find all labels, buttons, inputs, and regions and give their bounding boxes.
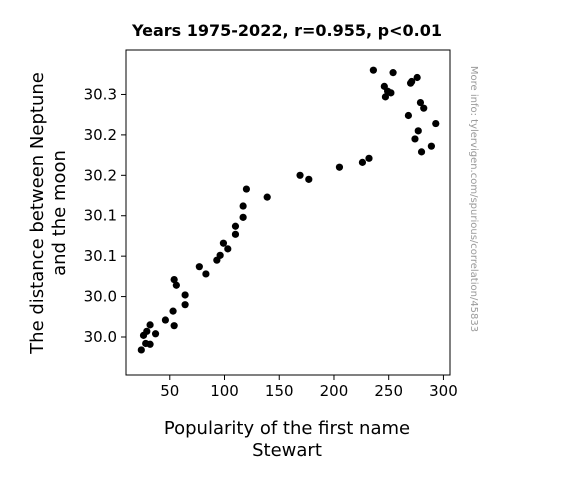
data-point [411, 135, 419, 143]
data-point [195, 263, 203, 271]
data-point [413, 73, 421, 82]
data-point [263, 193, 271, 201]
x-tick-label: 100 [210, 382, 239, 400]
data-point [231, 230, 240, 238]
x-tick-label: 300 [429, 382, 458, 400]
y-tick-label: 30.1 [84, 207, 117, 225]
data-point [239, 213, 247, 221]
data-point [231, 222, 240, 230]
x-tick-label: 200 [320, 382, 349, 400]
data-point [146, 340, 154, 348]
data-point [358, 158, 367, 166]
y-axis-label-line-1: The distance between Neptune [27, 72, 48, 355]
data-point [146, 321, 154, 329]
data-point [414, 127, 422, 135]
y-tick-label: 30.0 [84, 328, 117, 346]
data-point [170, 322, 178, 330]
data-point [242, 185, 251, 193]
y-tick-label: 30.2 [84, 166, 117, 184]
data-point [417, 148, 426, 156]
plot-frame [125, 49, 451, 376]
data-point [427, 142, 435, 150]
data-point [170, 276, 178, 284]
source-watermark: More info: tylervigen.com/spurious/corre… [468, 66, 479, 332]
data-points [137, 66, 440, 354]
data-point [169, 307, 177, 315]
data-point [404, 111, 413, 120]
x-axis-label-line-1: Popularity of the first name [164, 418, 410, 439]
y-tick-label: 30.2 [84, 126, 117, 144]
data-point [408, 77, 416, 86]
x-axis: 50 100 150 200 250 300 [160, 375, 458, 400]
data-point [224, 245, 232, 253]
data-point [216, 251, 224, 259]
data-point [181, 301, 189, 309]
data-point [219, 239, 228, 247]
data-point [137, 346, 145, 354]
y-axis-label-line-2: and the moon [49, 150, 70, 276]
data-point [151, 330, 160, 338]
x-tick-label: 150 [265, 382, 294, 400]
chart-title: Years 1975-2022, r=0.955, p<0.01 [131, 21, 442, 40]
x-tick-label: 50 [160, 382, 179, 400]
data-point [172, 281, 180, 289]
data-point [161, 316, 170, 324]
data-point [369, 66, 377, 74]
data-point [181, 291, 189, 299]
data-point [420, 104, 428, 112]
data-point [143, 327, 151, 335]
data-point [389, 69, 397, 77]
x-tick-label: 250 [374, 382, 403, 400]
y-tick-label: 30.1 [84, 247, 117, 265]
y-tick-label: 30.3 [84, 85, 117, 103]
data-point [381, 93, 390, 101]
y-axis: 30.0 30.0 30.1 30.1 30.2 30.2 30.3 [84, 85, 126, 346]
data-point [365, 154, 373, 162]
plot-area [125, 49, 451, 376]
data-point [387, 89, 395, 97]
data-point [202, 270, 210, 278]
data-point [296, 171, 304, 179]
x-axis-label-line-2: Stewart [252, 440, 322, 461]
data-point [239, 202, 247, 210]
data-point [305, 175, 313, 183]
data-point [335, 163, 344, 171]
data-point [432, 119, 440, 128]
data-point [416, 98, 425, 107]
y-tick-label: 30.0 [84, 288, 117, 306]
